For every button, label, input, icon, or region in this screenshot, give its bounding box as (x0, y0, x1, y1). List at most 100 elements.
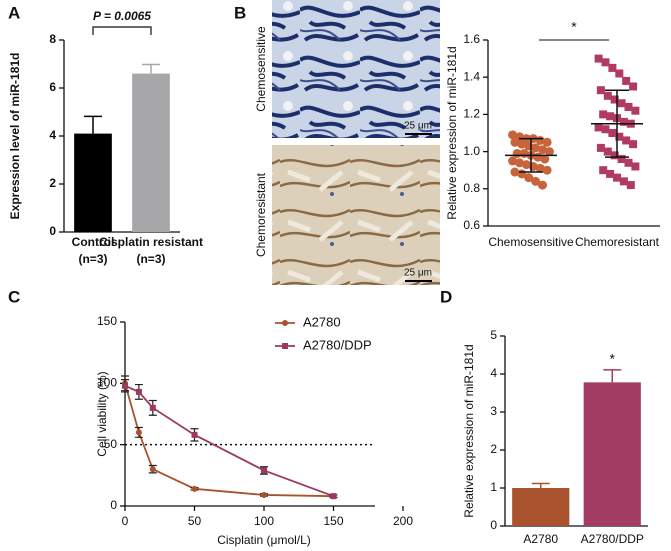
error-bar (142, 63, 160, 74)
scale-label: 25 μm (404, 121, 432, 132)
point (596, 143, 605, 152)
point (135, 429, 142, 436)
point (538, 180, 547, 190)
x-tick-label: Chemoresistant (575, 235, 660, 249)
series-line (124, 383, 334, 498)
point (594, 54, 603, 63)
error-bar (84, 115, 102, 134)
bar (132, 73, 170, 232)
point (510, 137, 520, 147)
micrograph (272, 145, 440, 285)
y-tick-label: 1.0 (463, 144, 480, 158)
y-tick-label: 2 (49, 176, 56, 190)
point (617, 99, 626, 108)
point (531, 143, 541, 153)
y-tick-label: 2 (490, 442, 497, 456)
y-tick-label: 4 (490, 366, 497, 380)
y-tick-label: 150 (97, 314, 117, 328)
point (191, 431, 198, 438)
y-tick-label: 8 (49, 32, 56, 46)
micrograph-label: Chemosensitive (254, 26, 268, 112)
point (624, 158, 633, 167)
point (631, 106, 640, 115)
y-tick-label: 0.6 (463, 218, 480, 232)
y-tick-label: 0 (110, 498, 117, 512)
point (599, 110, 608, 119)
x-tick-label: 200 (393, 514, 413, 528)
point (619, 117, 628, 126)
bar (74, 133, 112, 232)
x-tick-note: (n=3) (78, 252, 107, 266)
point (149, 466, 156, 473)
point (540, 154, 550, 164)
panel-label: A (8, 3, 20, 22)
point (517, 139, 527, 149)
point (135, 388, 142, 395)
point (613, 173, 621, 182)
panel-label: C (8, 287, 20, 306)
point (608, 63, 617, 72)
point (615, 132, 624, 141)
legend-marker (282, 320, 288, 326)
x-tick-label: 0 (122, 514, 129, 528)
significance-bracket (92, 26, 152, 35)
y-axis-label: Relative expression of miR-181d (445, 46, 459, 219)
point (601, 125, 610, 134)
point (603, 147, 612, 156)
point (622, 136, 631, 145)
annotation: * (571, 19, 577, 35)
y-axis-label: Expression level of miR-181d (8, 53, 22, 220)
y-tick-label: 50 (104, 437, 118, 451)
annotation: * (610, 351, 616, 367)
y-tick-label: 1 (490, 480, 497, 494)
point (542, 165, 552, 175)
scale-label: 25 μm (404, 268, 432, 279)
y-tick-label: 1.2 (463, 107, 480, 121)
point (603, 91, 612, 100)
y-axis-label: Relative expression of miR-181d (462, 344, 476, 517)
legend-marker (282, 343, 288, 349)
micrograph (272, 0, 440, 138)
x-axis-label: Cisplatin (μmol/L) (217, 533, 311, 547)
legend-label: A2780/DDP (303, 337, 372, 352)
point (122, 382, 128, 389)
y-tick-label: 3 (490, 404, 497, 418)
annotation: P = 0.0065 (93, 9, 151, 23)
x-tick-note: (n=3) (136, 252, 165, 266)
point (261, 491, 267, 498)
y-tick-label: 100 (97, 376, 117, 390)
point (631, 162, 640, 171)
y-tick-label: 0 (49, 224, 56, 238)
micrograph-label: Chemoresistant (254, 172, 268, 257)
y-tick-label: 0.8 (463, 181, 480, 195)
x-tick-label: 50 (188, 514, 202, 528)
point (606, 169, 615, 178)
point (508, 130, 518, 140)
point (606, 112, 615, 121)
point (610, 95, 619, 104)
point (596, 86, 605, 95)
error-bar (531, 482, 550, 488)
point (626, 181, 635, 190)
point (515, 158, 524, 168)
bar (583, 382, 641, 526)
point (610, 151, 619, 160)
series-line (124, 384, 334, 498)
point (149, 404, 156, 411)
point (535, 163, 545, 173)
x-tick-label: Control (72, 235, 115, 249)
panel-label: B (234, 3, 246, 22)
point (608, 129, 617, 137)
point (508, 156, 518, 166)
point (624, 102, 633, 111)
x-tick-label: 150 (323, 514, 343, 528)
point (617, 155, 626, 164)
point (542, 137, 552, 147)
point (524, 173, 534, 183)
y-tick-label: 5 (490, 328, 497, 342)
y-tick-label: 4 (49, 128, 56, 142)
point (538, 145, 547, 155)
point (622, 76, 631, 85)
sd-bar (605, 89, 629, 158)
